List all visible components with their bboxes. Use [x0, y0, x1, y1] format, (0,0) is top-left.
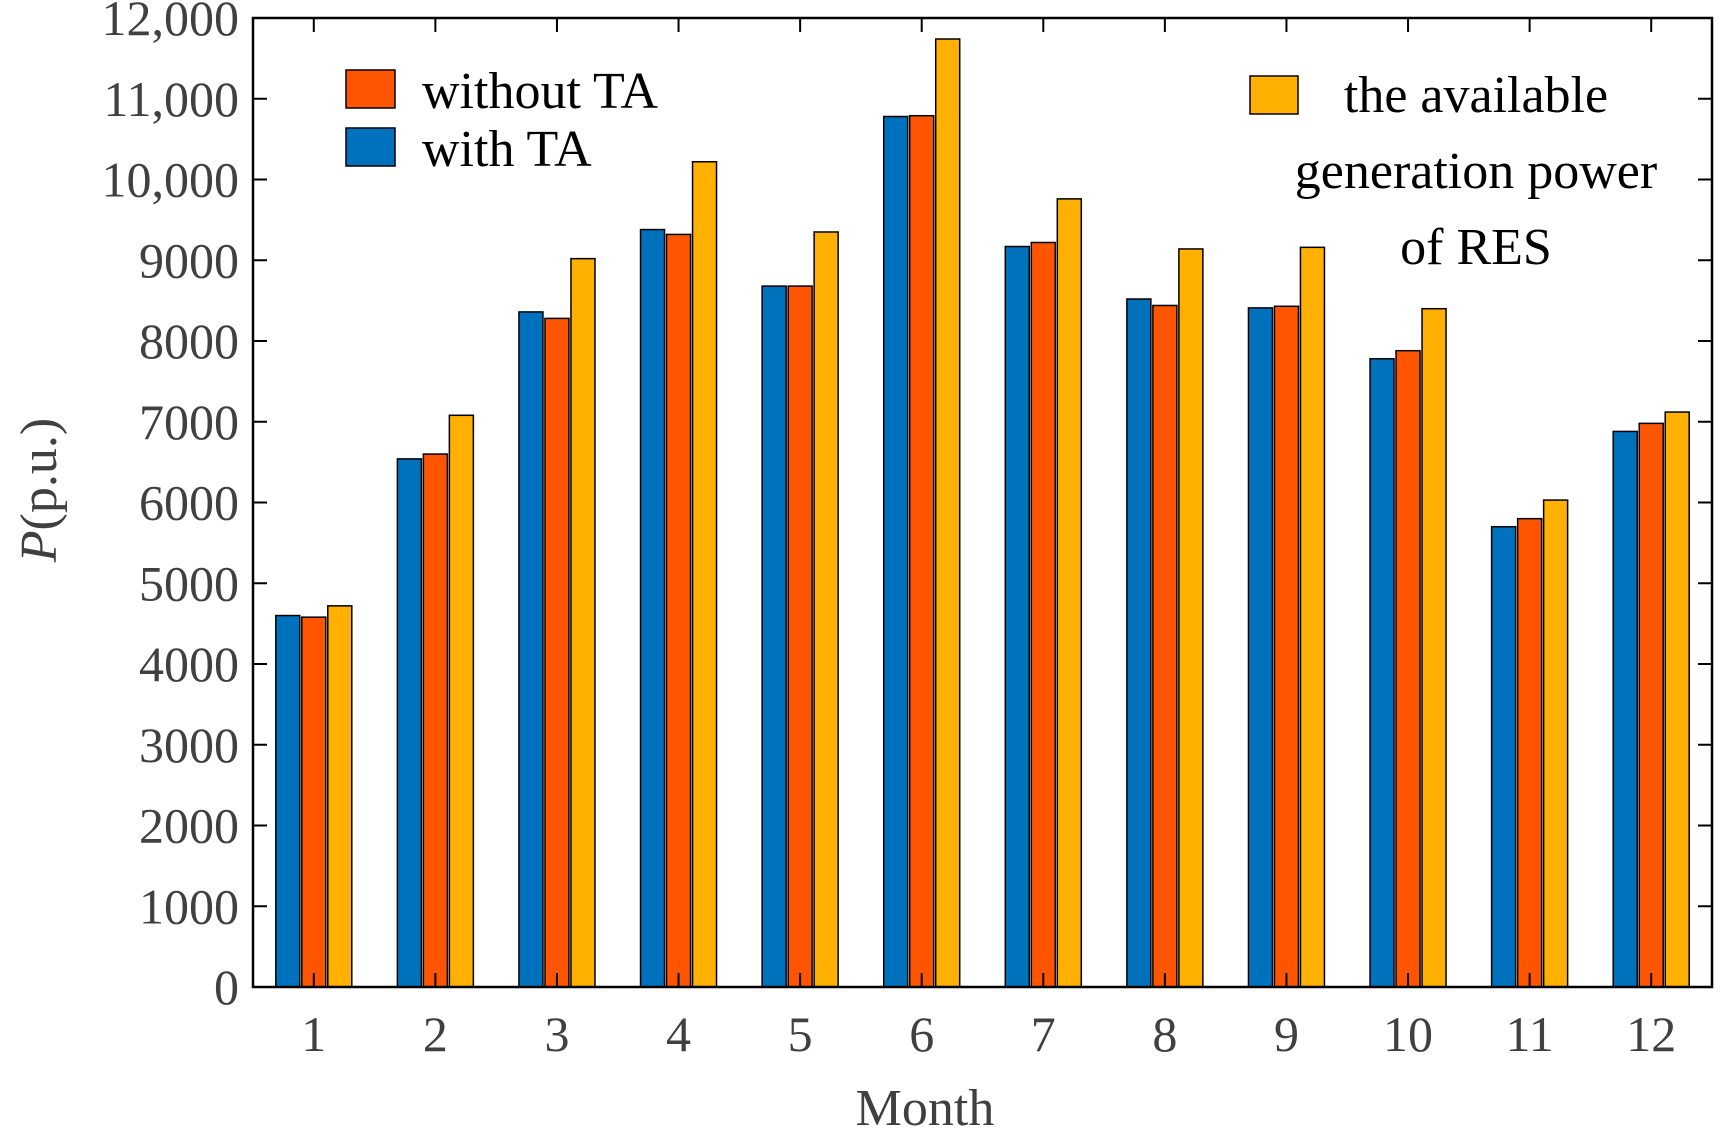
y-tick-label: 7000: [139, 394, 239, 450]
bar-with-ta-month-8: [1126, 298, 1152, 988]
bar-without-ta-month-12: [1638, 422, 1664, 988]
bar-the-available-generation-power-of-res-month-3: [570, 257, 596, 988]
y-tick-label: 9000: [139, 232, 239, 288]
y-axis-title-unit: (p.u.): [11, 418, 68, 531]
bar-the-available-generation-power-of-res-month-5: [813, 231, 839, 988]
bar-without-ta-month-6: [908, 114, 935, 988]
bar-with-ta-month-7: [1004, 245, 1031, 988]
y-tick-label: 10,000: [102, 152, 240, 208]
bar-with-ta-month-10: [1369, 358, 1395, 988]
x-tick-label: 6: [909, 1006, 934, 1062]
x-tick-label: 11: [1506, 1006, 1554, 1062]
y-axis-title-symbol: P: [11, 530, 68, 563]
bar-with-ta-month-1: [275, 614, 301, 988]
bar-the-available-generation-power-of-res-month-11: [1542, 499, 1569, 988]
bar-without-ta-month-7: [1030, 241, 1057, 988]
x-tick-label: 2: [423, 1006, 448, 1062]
bar-without-ta-month-10: [1395, 349, 1421, 988]
bar-without-ta-month-5: [787, 285, 813, 988]
x-tick-label: 8: [1152, 1006, 1177, 1062]
x-axis-title: Month: [856, 1080, 995, 1137]
y-tick-label: 8000: [139, 313, 239, 369]
y-tick-label: 3000: [139, 717, 239, 773]
y-tick-label: 2000: [139, 798, 239, 854]
bar-the-available-generation-power-of-res-month-10: [1421, 307, 1447, 988]
y-axis-title: P(p.u.): [11, 418, 68, 563]
bar-without-ta-month-8: [1152, 304, 1178, 988]
legend-label-with-ta: with TA: [422, 121, 592, 178]
bar-with-ta-month-11: [1490, 525, 1517, 988]
bar-the-available-generation-power-of-res-month-8: [1178, 248, 1204, 988]
bar-the-available-generation-power-of-res-month-6: [934, 38, 961, 988]
x-tick-label: 12: [1626, 1006, 1676, 1062]
bar-with-ta-month-3: [518, 311, 544, 988]
x-tick-label: 7: [1031, 1006, 1056, 1062]
bar-without-ta-month-4: [665, 233, 692, 988]
bar-the-available-generation-power-of-res-month-1: [327, 605, 353, 988]
bars-layer: [275, 38, 1690, 988]
y-tick-label: 1000: [139, 878, 239, 934]
legend-label-line-2: generation power: [1295, 143, 1657, 200]
y-tick-label: 6000: [139, 475, 239, 531]
bar-without-ta-month-9: [1273, 305, 1300, 988]
bar-with-ta-month-6: [882, 115, 909, 988]
bar-without-ta-month-3: [544, 317, 570, 988]
bar-the-available-generation-power-of-res-month-4: [691, 160, 718, 988]
legend-swatch-without-ta: [345, 69, 396, 109]
y-tick-label: 11,000: [103, 71, 239, 127]
x-tick-label: 10: [1383, 1006, 1433, 1062]
legend-label-line-1: the available: [1344, 67, 1608, 124]
legend-label-without-ta: without TA: [422, 63, 659, 120]
y-tick-label: 5000: [139, 555, 239, 611]
bar-without-ta-month-2: [422, 453, 449, 988]
legend-available-power: the available generation power of RES: [1249, 67, 1657, 276]
bar-with-ta-month-12: [1612, 430, 1638, 988]
bar-with-ta-month-2: [396, 458, 423, 988]
bar-the-available-generation-power-of-res-month-2: [448, 414, 475, 988]
ticks-layer: 0 1000 2000 3000 4000 5000 6000 7000 8000 9000 10,…: [102, 0, 1712, 1062]
x-tick-label: 3: [544, 1006, 569, 1062]
y-tick-label: 0: [214, 959, 239, 1015]
bar-with-ta-month-5: [761, 285, 787, 988]
y-tick-label: 12,000: [102, 0, 240, 46]
bar-without-ta-month-11: [1516, 517, 1543, 988]
x-tick-label: 4: [666, 1006, 691, 1062]
bar-the-available-generation-power-of-res-month-7: [1056, 198, 1083, 988]
bar-with-ta-month-9: [1247, 307, 1274, 988]
bar-the-available-generation-power-of-res-month-9: [1299, 246, 1326, 988]
legend-swatch-available-power: [1249, 75, 1299, 115]
bar-without-ta-month-1: [301, 616, 327, 988]
x-tick-label: 5: [788, 1006, 813, 1062]
legend-label-line-3: of RES: [1400, 219, 1552, 276]
x-tick-label: 9: [1274, 1006, 1299, 1062]
x-tick-label: 1: [301, 1006, 326, 1062]
bar-with-ta-month-4: [639, 228, 666, 988]
legend-series: without TA with TA: [345, 63, 659, 178]
y-tick-label: 4000: [139, 636, 239, 692]
legend-swatch-with-ta: [345, 127, 396, 167]
bar-the-available-generation-power-of-res-month-12: [1664, 411, 1690, 988]
